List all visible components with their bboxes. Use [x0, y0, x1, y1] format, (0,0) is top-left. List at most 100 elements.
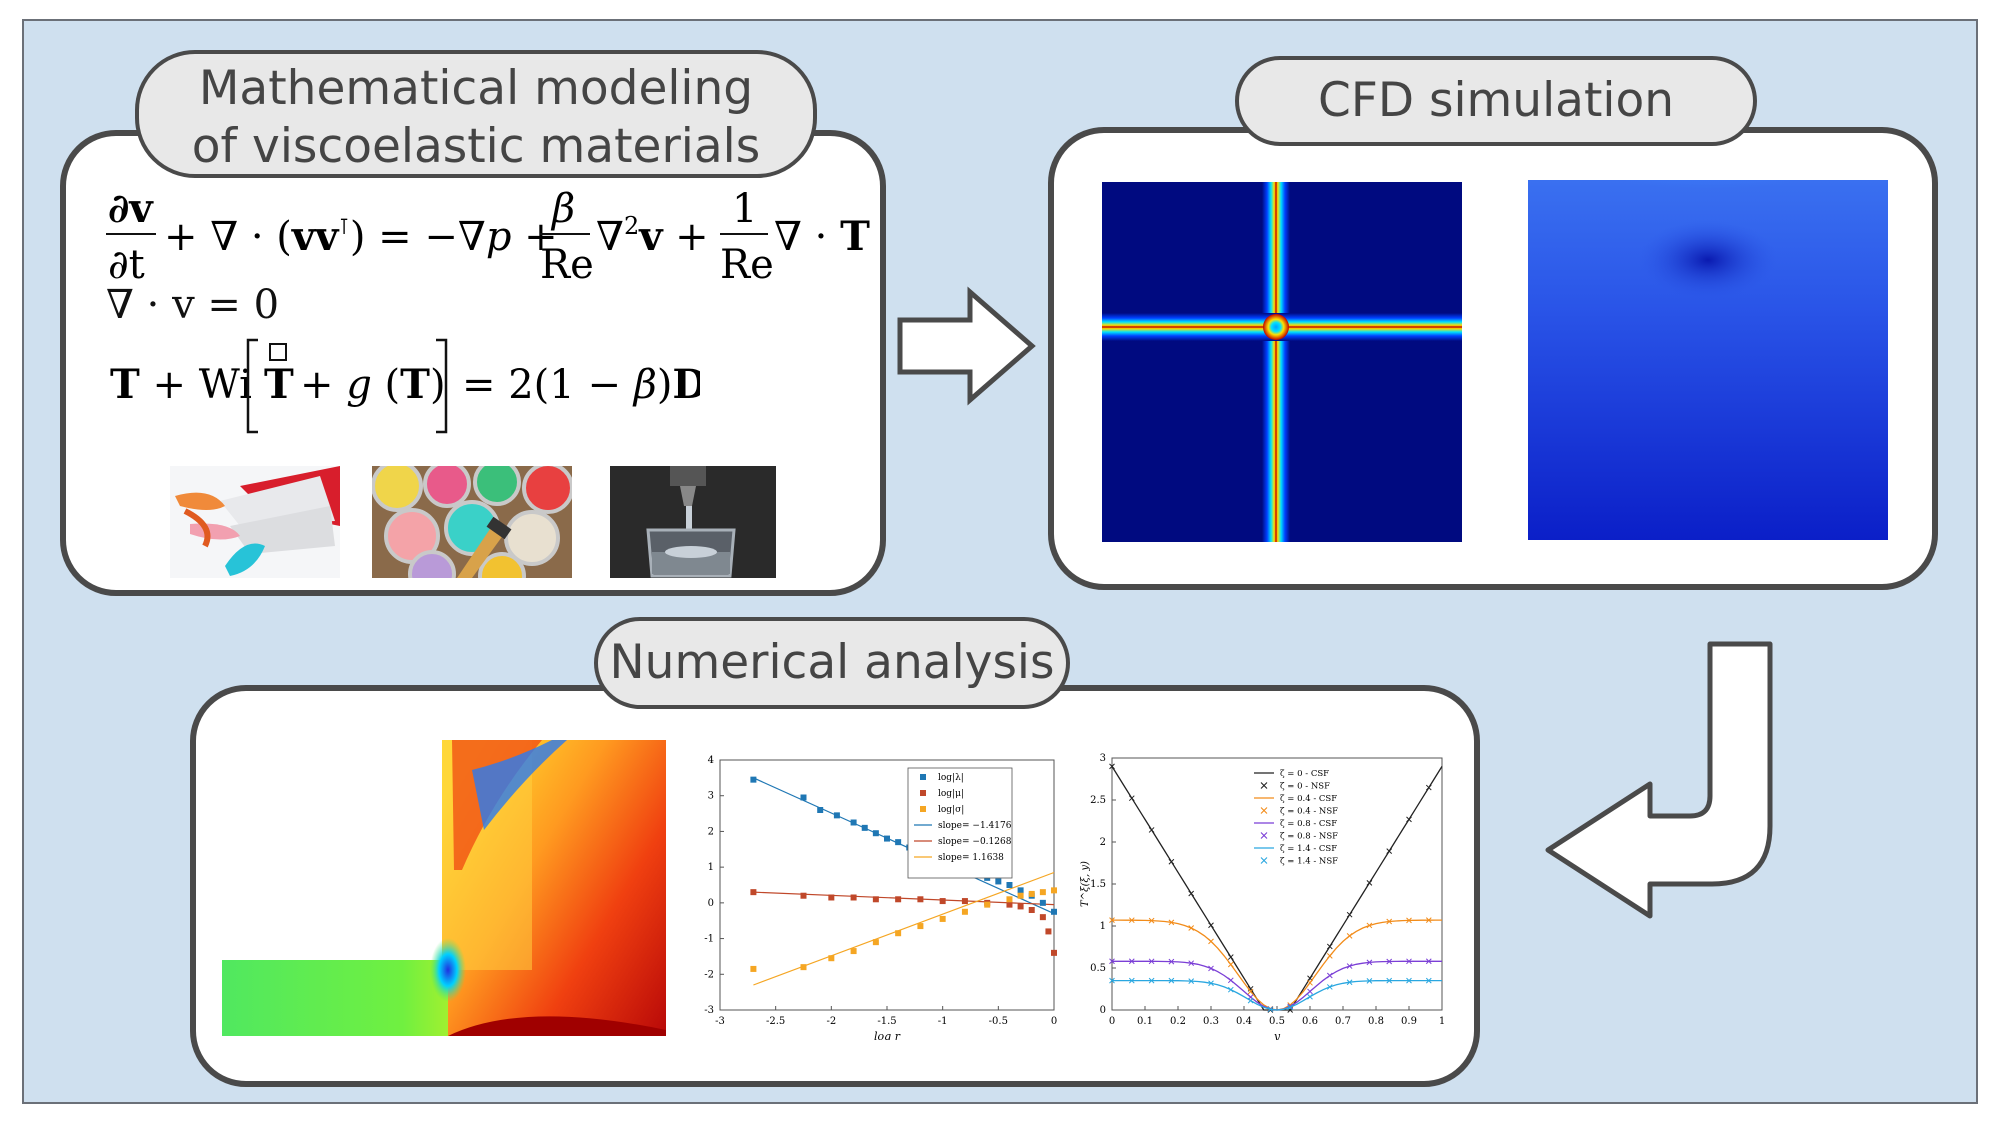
- series-marker: [1148, 917, 1155, 924]
- data-point: [939, 915, 946, 922]
- data-point: [1006, 882, 1013, 888]
- series-marker: [1425, 958, 1432, 965]
- x-tick-label: 0.5: [1269, 1016, 1285, 1027]
- series-marker: [1109, 958, 1115, 965]
- series-marker: [1227, 986, 1234, 993]
- data-point: [995, 878, 1002, 885]
- series-marker: [1307, 979, 1313, 986]
- series-marker: [1168, 919, 1175, 926]
- legend-box: [907, 767, 1013, 879]
- y-tick-label: 4: [708, 755, 714, 766]
- data-point: [1051, 887, 1057, 894]
- constitutive-equation: T + Wi T + g (T) = 2(1 − β)D: [100, 330, 707, 440]
- data-point: [1039, 899, 1046, 906]
- series-marker: [1208, 965, 1214, 972]
- paint-cans-photo: [372, 466, 572, 578]
- series-marker: [1227, 954, 1234, 960]
- svg-text:Re: Re: [720, 242, 774, 288]
- series-marker: [1346, 932, 1353, 939]
- legend-label: log|μ|: [938, 789, 964, 799]
- chart-convergence-scatter: -3 -2.5 -2 -1.5 -1 -0.5 0 -3 -2 -1 0 1 2 3 4 log r log|λ…: [704, 755, 1057, 1040]
- series-marker: [1208, 938, 1214, 945]
- svg-text:∇2v +: ∇2v +: [596, 212, 709, 260]
- y-tick-label: 1.5: [1090, 879, 1106, 890]
- data-point: [1051, 949, 1057, 956]
- cfd-cross-field: [1102, 182, 1462, 542]
- legend-label: ζ = 0.4 - CSF: [1280, 794, 1337, 804]
- data-point: [817, 807, 824, 813]
- series-marker: [1326, 943, 1333, 950]
- series-marker: [1406, 977, 1412, 984]
- x-tick-label: -0.5: [989, 1016, 1008, 1027]
- data-point: [861, 824, 868, 831]
- y-tick-label: 2.5: [1090, 795, 1106, 806]
- y-axis-label: T^ξ(ξ, y): [1080, 861, 1091, 907]
- svg-text:∂v: ∂v: [108, 185, 154, 232]
- series-marker: [1128, 917, 1135, 924]
- series-marker: [1128, 958, 1135, 965]
- series-marker: [1188, 890, 1195, 897]
- y-tick-label: 2: [708, 826, 714, 837]
- legend-label: log|λ|: [938, 773, 964, 783]
- legend-marker: [1260, 782, 1268, 789]
- svg-text:∇ · T: ∇ · T: [774, 213, 870, 260]
- y-tick-label: 2: [1100, 837, 1106, 848]
- data-point: [1006, 896, 1013, 903]
- legend-label: ζ = 0.8 - NSF: [1280, 832, 1338, 842]
- data-point: [895, 839, 902, 846]
- data-point: [1039, 889, 1046, 896]
- series-marker: [1247, 988, 1254, 995]
- legend-label: ζ = 1.4 - NSF: [1280, 857, 1338, 867]
- toothpaste-photo: [170, 466, 340, 578]
- x-axis-label: log r: [874, 1030, 901, 1040]
- data-point: [872, 939, 879, 946]
- right-arrow: [897, 286, 1036, 406]
- series-marker: [1148, 827, 1155, 833]
- y-tick-label: 0: [1100, 1005, 1106, 1016]
- x-tick-label: -1: [938, 1016, 948, 1027]
- series-marker: [1366, 978, 1373, 984]
- x-tick-label: 0.1: [1137, 1016, 1153, 1027]
- cfd-title-pill: CFD simulation: [1235, 56, 1757, 146]
- series-marker: [1386, 848, 1393, 854]
- legend-label: slope= −1.4176: [938, 821, 1012, 831]
- legend-label: log|σ|: [938, 805, 964, 815]
- data-point: [917, 896, 924, 903]
- legend-marker: [920, 774, 926, 780]
- continuity-equation: ∇ · v = 0: [106, 282, 280, 328]
- series-marker: [1425, 977, 1432, 984]
- svg-text:+ ∇ · (vv⊺) = −∇p +: + ∇ · (vv⊺) = −∇p +: [164, 213, 558, 260]
- series-marker: [1109, 977, 1115, 984]
- data-point: [1028, 907, 1035, 913]
- x-tick-label: 0.2: [1170, 1016, 1186, 1027]
- series-marker: [1168, 858, 1175, 865]
- series-marker: [1188, 978, 1195, 984]
- y-tick-label: 1: [1100, 921, 1106, 932]
- svg-text:1: 1: [732, 186, 757, 232]
- y-tick-label: -3: [704, 1005, 714, 1016]
- legend-marker: [1260, 807, 1268, 814]
- data-point: [800, 892, 807, 899]
- data-point: [884, 835, 890, 842]
- data-point: [850, 819, 857, 826]
- svg-text:= 2(1 − β)D: = 2(1 − β)D: [462, 361, 700, 408]
- y-tick-label: -1: [704, 934, 714, 945]
- y-tick-label: 0.5: [1090, 963, 1106, 974]
- series-marker: [1168, 958, 1175, 965]
- cfd-cavity-field: [1528, 180, 1888, 540]
- data-point: [850, 948, 857, 955]
- y-tick-label: -2: [704, 969, 714, 980]
- y-tick-label: 0: [708, 898, 714, 909]
- chart-stress-profiles: 0 0.1 0.2 0.3 0.4 0.5 0.6 0.7 0.8 0.9 1 0 0.5 1 1.5 2 2.…: [1080, 753, 1445, 1040]
- x-tick-label: 0: [1109, 1016, 1115, 1027]
- svg-text:β: β: [550, 186, 575, 232]
- series-marker: [1307, 993, 1313, 1000]
- series-marker: [1406, 816, 1412, 823]
- data-point: [1039, 914, 1046, 921]
- modeling-title-pill: Mathematical modeling of viscoelastic ma…: [135, 50, 817, 178]
- series-marker: [1148, 958, 1155, 965]
- data-point: [750, 965, 757, 972]
- x-axis-label: y: [1273, 1030, 1281, 1040]
- series-marker: [1386, 958, 1393, 965]
- svg-text:Re: Re: [540, 242, 594, 288]
